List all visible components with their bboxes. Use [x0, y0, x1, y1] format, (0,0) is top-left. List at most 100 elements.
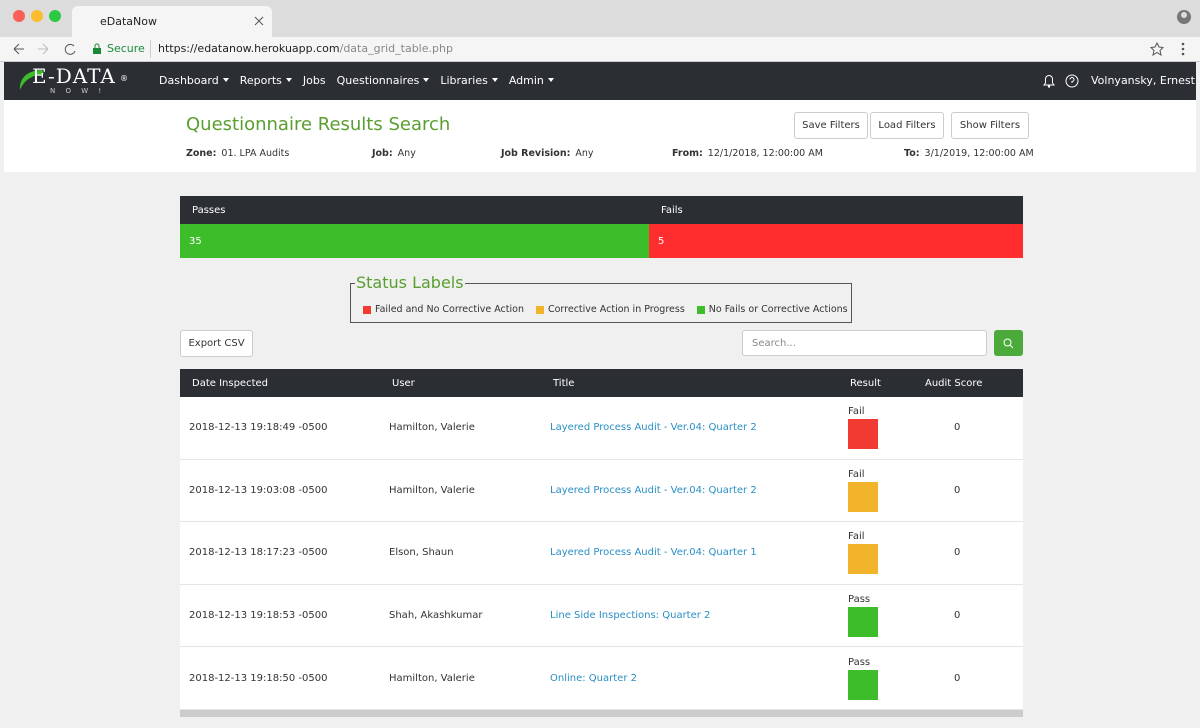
legend-label: Corrective Action in Progress — [547, 304, 685, 315]
table-header: Date Inspected User Title Result Audit Score — [180, 369, 1023, 397]
filter-label: Job Revision: — [501, 148, 571, 159]
export-button[interactable]: Export CSV — [180, 330, 253, 357]
nav-buttons[interactable] — [10, 42, 80, 56]
address-bar: Secure https://edatanow.herokuapp.com/da… — [0, 37, 1200, 62]
nav-item[interactable]: Libraries — [440, 74, 498, 87]
filter-button[interactable]: Save Filters — [794, 112, 868, 139]
table-row: 2018-12-13 19:03:08 -0500 Hamilton, Valer… — [180, 460, 1023, 523]
passes-bar: 35 — [180, 224, 649, 258]
filter: To: 3/1/2019, 12:00:00 AM — [904, 148, 1034, 159]
close-icon[interactable] — [254, 16, 264, 26]
url-path: /data_grid_table.php — [339, 42, 453, 55]
filter-label: Job: — [372, 148, 393, 159]
user-menu[interactable]: Volnyansky, Ernest — [1091, 74, 1200, 87]
legend-swatch — [535, 305, 544, 314]
header: Questionnaire Results Search Save Filter… — [4, 100, 1196, 172]
score-cell: 0 — [954, 547, 961, 559]
nav-item[interactable]: Reports — [240, 74, 292, 87]
result-swatch — [848, 419, 878, 450]
filter-button[interactable]: Load Filters — [870, 112, 944, 139]
score-cell: 0 — [954, 672, 961, 684]
result-label: Pass — [848, 656, 871, 668]
result-swatch — [848, 544, 878, 575]
nav-icons[interactable] — [1041, 73, 1081, 89]
title-link[interactable]: Layered Process Audit - Ver.04: Quarter … — [550, 484, 757, 496]
fails-count: 5 — [658, 236, 665, 247]
score-cell: 0 — [954, 610, 961, 622]
filter: Job: Any — [372, 148, 416, 159]
user-cell: Elson, Shaun — [389, 547, 454, 559]
window-controls — [13, 10, 61, 22]
logo-sub: N O W ! — [50, 87, 106, 95]
logo-mark: ® — [120, 74, 128, 83]
nav-item[interactable]: Questionnaires — [337, 74, 430, 87]
fails-label: Fails — [661, 205, 683, 216]
result-label: Fail — [848, 406, 865, 418]
filter-label: To: — [904, 148, 920, 159]
legend-label: Failed and No Corrective Action — [375, 304, 524, 315]
table-row: 2018-12-13 18:17:23 -0500 Elson, Shaun Lay… — [180, 522, 1023, 585]
title-link[interactable]: Layered Process Audit - Ver.04: Quarter … — [550, 422, 757, 434]
filter-button[interactable]: Show Filters — [951, 112, 1029, 139]
tab[interactable]: eDataNow — [72, 6, 272, 37]
scrollbar[interactable] — [180, 710, 1023, 717]
legend-items: Failed and No Corrective Action Correctiv… — [363, 304, 848, 315]
column-header: Title — [553, 378, 575, 389]
passes-count: 35 — [189, 236, 202, 247]
user-cell: Shah, Akashkumar — [389, 610, 483, 622]
score-cell: 0 — [954, 484, 961, 496]
filter-label: From: — [672, 148, 703, 159]
legend-item: No Fails or Corrective Actions — [696, 304, 848, 315]
filter-label: Zone: — [186, 148, 217, 159]
legend-label: No Fails or Corrective Actions — [708, 304, 848, 315]
logo-swoosh — [19, 70, 44, 90]
title-link[interactable]: Layered Process Audit - Ver.04: Quarter … — [550, 547, 757, 559]
date-cell: 2018-12-13 19:03:08 -0500 — [189, 484, 328, 496]
column-header: Audit Score — [925, 378, 983, 389]
user-cell: Hamilton, Valerie — [389, 672, 475, 684]
nav-item[interactable]: Admin — [509, 74, 554, 87]
filter-value: Any — [575, 148, 594, 159]
table-body: 2018-12-13 19:18:49 -0500 Hamilton, Valer… — [180, 397, 1023, 710]
profile-icon[interactable] — [1176, 9, 1192, 25]
filter: Job Revision: Any — [501, 148, 594, 159]
column-header: Date Inspected — [192, 378, 268, 389]
filter: From: 12/1/2018, 12:00:00 AM — [672, 148, 823, 159]
legend-swatch — [363, 305, 371, 314]
nav-item[interactable]: Jobs — [302, 74, 326, 87]
url-host: https://edatanow.herokuapp.com — [158, 42, 340, 55]
status-legend: Status Labels Failed and No Corrective A… — [350, 273, 852, 323]
table-row: 2018-12-13 19:18:50 -0500 Hamilton, Valer… — [180, 647, 1023, 710]
tab-title: eDataNow — [100, 15, 157, 28]
search-button[interactable] — [994, 330, 1023, 356]
title-link[interactable]: Online: Quarter 2 — [550, 672, 637, 684]
legend-title: Status Labels — [355, 273, 465, 292]
nav-item[interactable]: Dashboard — [159, 74, 229, 87]
date-cell: 2018-12-13 19:18:50 -0500 — [189, 672, 328, 684]
result-label: Pass — [848, 594, 871, 606]
result-swatch — [848, 607, 878, 638]
url[interactable]: https://edatanow.herokuapp.com/data_grid… — [158, 42, 453, 55]
logo[interactable]: E-DATA ® N O W ! — [16, 64, 146, 98]
browser-icons[interactable] — [1150, 42, 1190, 56]
title-link[interactable]: Line Side Inspections: Quarter 2 — [550, 610, 711, 622]
lock-icon — [93, 43, 101, 54]
column-header: Result — [850, 378, 881, 389]
filter: Zone: 01. LPA Audits — [186, 148, 289, 159]
divider — [150, 40, 151, 58]
search-icon — [1003, 338, 1014, 349]
logo-text: E-DATA — [32, 64, 116, 88]
search-placeholder: Search... — [752, 338, 796, 349]
search-input[interactable]: Search... — [742, 330, 987, 356]
result-label: Fail — [848, 531, 865, 543]
date-cell: 2018-12-13 19:18:49 -0500 — [189, 422, 328, 434]
filter-value: 3/1/2019, 12:00:00 AM — [924, 148, 1034, 159]
user-cell: Hamilton, Valerie — [389, 422, 475, 434]
tab-bar: eDataNow — [0, 0, 1200, 37]
nav-menu: Dashboard Reports Jobs Questionnaires Librar… — [159, 74, 554, 87]
secure-label: Secure — [107, 42, 145, 55]
summary-header: Passes Fails — [180, 196, 1023, 224]
table-row: 2018-12-13 19:18:53 -0500 Shah, Akashkuma… — [180, 585, 1023, 648]
filter-value: 12/1/2018, 12:00:00 AM — [707, 148, 823, 159]
